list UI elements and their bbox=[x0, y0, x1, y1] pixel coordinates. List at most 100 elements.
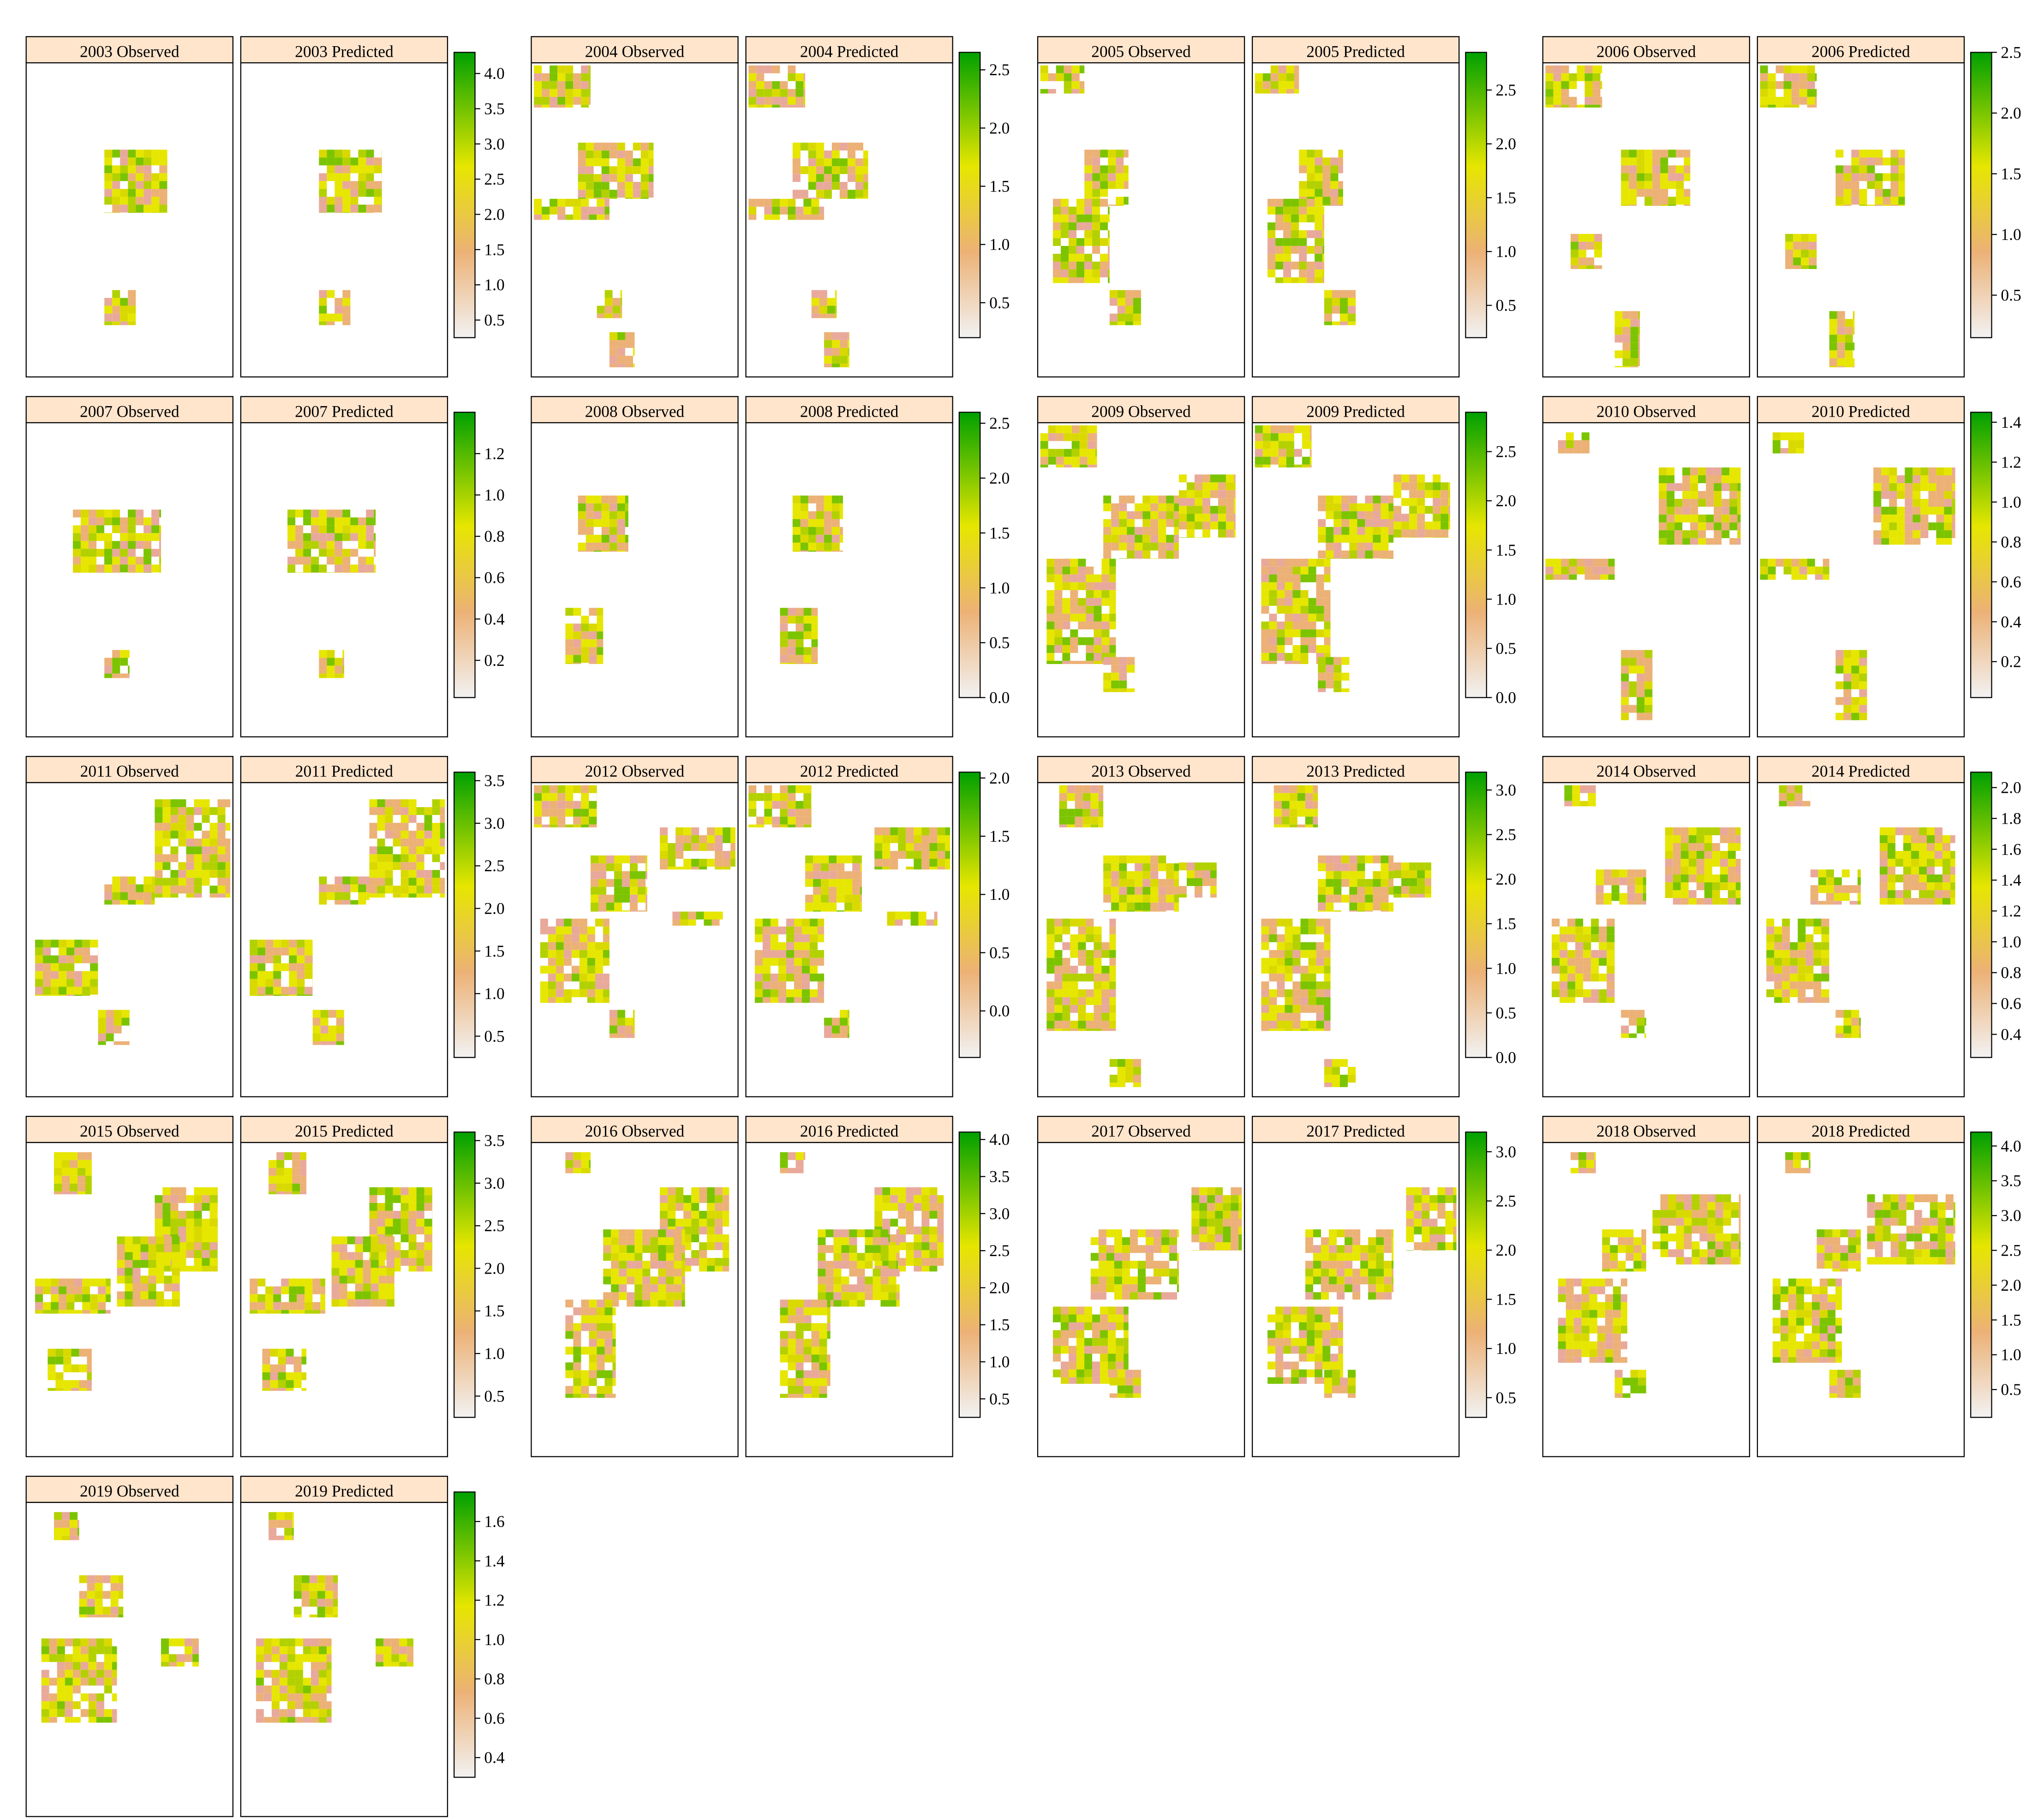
field-cell bbox=[800, 527, 808, 535]
field-cell bbox=[1307, 181, 1315, 189]
field-cell bbox=[816, 534, 824, 543]
field-cell bbox=[1062, 653, 1070, 661]
field-cell bbox=[597, 663, 604, 664]
field-cell bbox=[648, 158, 654, 167]
field-cell bbox=[565, 631, 574, 640]
field-cell bbox=[1069, 214, 1077, 222]
field-cell bbox=[824, 1033, 832, 1038]
field-cell bbox=[385, 815, 393, 823]
field-cell bbox=[1210, 894, 1217, 898]
field-cell bbox=[589, 73, 591, 81]
field-cell bbox=[1062, 605, 1070, 614]
field-cell bbox=[1659, 538, 1667, 545]
field-cell bbox=[312, 1041, 321, 1045]
field-cell bbox=[1630, 311, 1638, 319]
field-cell bbox=[601, 150, 610, 159]
field-cell bbox=[1315, 181, 1323, 189]
field-cell bbox=[818, 918, 825, 927]
field-cell bbox=[143, 197, 152, 205]
field-cell bbox=[70, 1160, 78, 1168]
field-cell bbox=[1069, 253, 1077, 262]
field-cell bbox=[1798, 965, 1806, 974]
field-cell bbox=[816, 519, 824, 527]
field-cell bbox=[1109, 942, 1116, 950]
field-cell bbox=[155, 862, 163, 870]
field-cell bbox=[557, 81, 566, 89]
field-cell bbox=[151, 900, 155, 905]
field-cell bbox=[601, 534, 610, 543]
field-cell bbox=[1324, 605, 1331, 614]
field-cell bbox=[1111, 665, 1119, 673]
field-cell bbox=[1103, 680, 1112, 688]
field-cell bbox=[319, 533, 327, 541]
observed-map-panel-2003: 2003 Observed bbox=[25, 36, 233, 377]
field-cell bbox=[1285, 613, 1293, 622]
field-cell bbox=[1821, 918, 1829, 927]
field-cell bbox=[1720, 850, 1728, 859]
field-cell bbox=[1059, 808, 1067, 817]
field-cell bbox=[1300, 637, 1309, 645]
field-cell bbox=[819, 313, 827, 318]
field-cell bbox=[1101, 590, 1110, 598]
field-cell bbox=[1775, 104, 1784, 108]
field-cell bbox=[1103, 503, 1112, 511]
field-cell bbox=[1127, 910, 1135, 912]
field-cell bbox=[1299, 157, 1307, 166]
field-cell bbox=[209, 862, 218, 870]
field-cell bbox=[120, 157, 128, 166]
field-cell bbox=[335, 533, 343, 541]
field-cell bbox=[573, 808, 581, 817]
field-cell bbox=[1766, 926, 1775, 934]
field-cell bbox=[630, 879, 638, 887]
field-cell bbox=[772, 104, 780, 108]
predicted-map-panel-2011: 2011 Predicted bbox=[240, 756, 448, 1097]
field-cell bbox=[1111, 886, 1119, 895]
field-cell bbox=[1046, 598, 1055, 606]
field-cell bbox=[1103, 550, 1112, 558]
field-cell bbox=[1629, 1010, 1637, 1018]
field-cell bbox=[648, 150, 654, 159]
field-cell bbox=[327, 658, 335, 666]
field-cell bbox=[1586, 233, 1595, 242]
field-cell bbox=[1292, 582, 1301, 590]
field-cell bbox=[82, 940, 90, 948]
field-cell bbox=[136, 533, 144, 541]
field-cell bbox=[408, 807, 417, 815]
field-cell bbox=[1737, 515, 1741, 523]
field-cell bbox=[1594, 241, 1602, 250]
field-cell bbox=[1109, 621, 1116, 629]
field-cell bbox=[1062, 1020, 1070, 1029]
field-cell bbox=[609, 1010, 617, 1018]
field-cell bbox=[1285, 950, 1293, 958]
field-cell bbox=[1326, 511, 1334, 519]
field-cell bbox=[1285, 605, 1293, 614]
field-cell bbox=[366, 181, 374, 189]
field-cell bbox=[832, 347, 840, 356]
field-cell bbox=[408, 815, 417, 823]
field-cell bbox=[1079, 441, 1088, 449]
field-cell bbox=[1768, 104, 1776, 108]
field-cell bbox=[1119, 534, 1127, 543]
field-cell bbox=[601, 166, 610, 174]
field-cell bbox=[609, 1033, 617, 1038]
field-cell bbox=[795, 89, 804, 97]
field-cell bbox=[786, 918, 794, 927]
field-cell bbox=[1714, 530, 1722, 539]
field-cell bbox=[1195, 886, 1203, 894]
field-cell bbox=[319, 564, 327, 573]
field-cell bbox=[1903, 890, 1911, 898]
field-cell bbox=[1070, 645, 1078, 653]
field-cell bbox=[1262, 89, 1271, 94]
field-cell bbox=[542, 206, 550, 215]
field-cell bbox=[589, 96, 591, 105]
observed-map-panel-2010: 2010 Observed bbox=[1542, 396, 1751, 737]
field-cell bbox=[1086, 660, 1094, 664]
field-cell bbox=[534, 785, 542, 793]
field-cell bbox=[1644, 658, 1653, 666]
field-cell bbox=[366, 572, 374, 573]
field-cell bbox=[1577, 65, 1585, 73]
field-cell bbox=[780, 96, 788, 105]
field-cell bbox=[1573, 448, 1582, 454]
field-cell bbox=[614, 855, 622, 863]
field-cell bbox=[1721, 499, 1730, 507]
